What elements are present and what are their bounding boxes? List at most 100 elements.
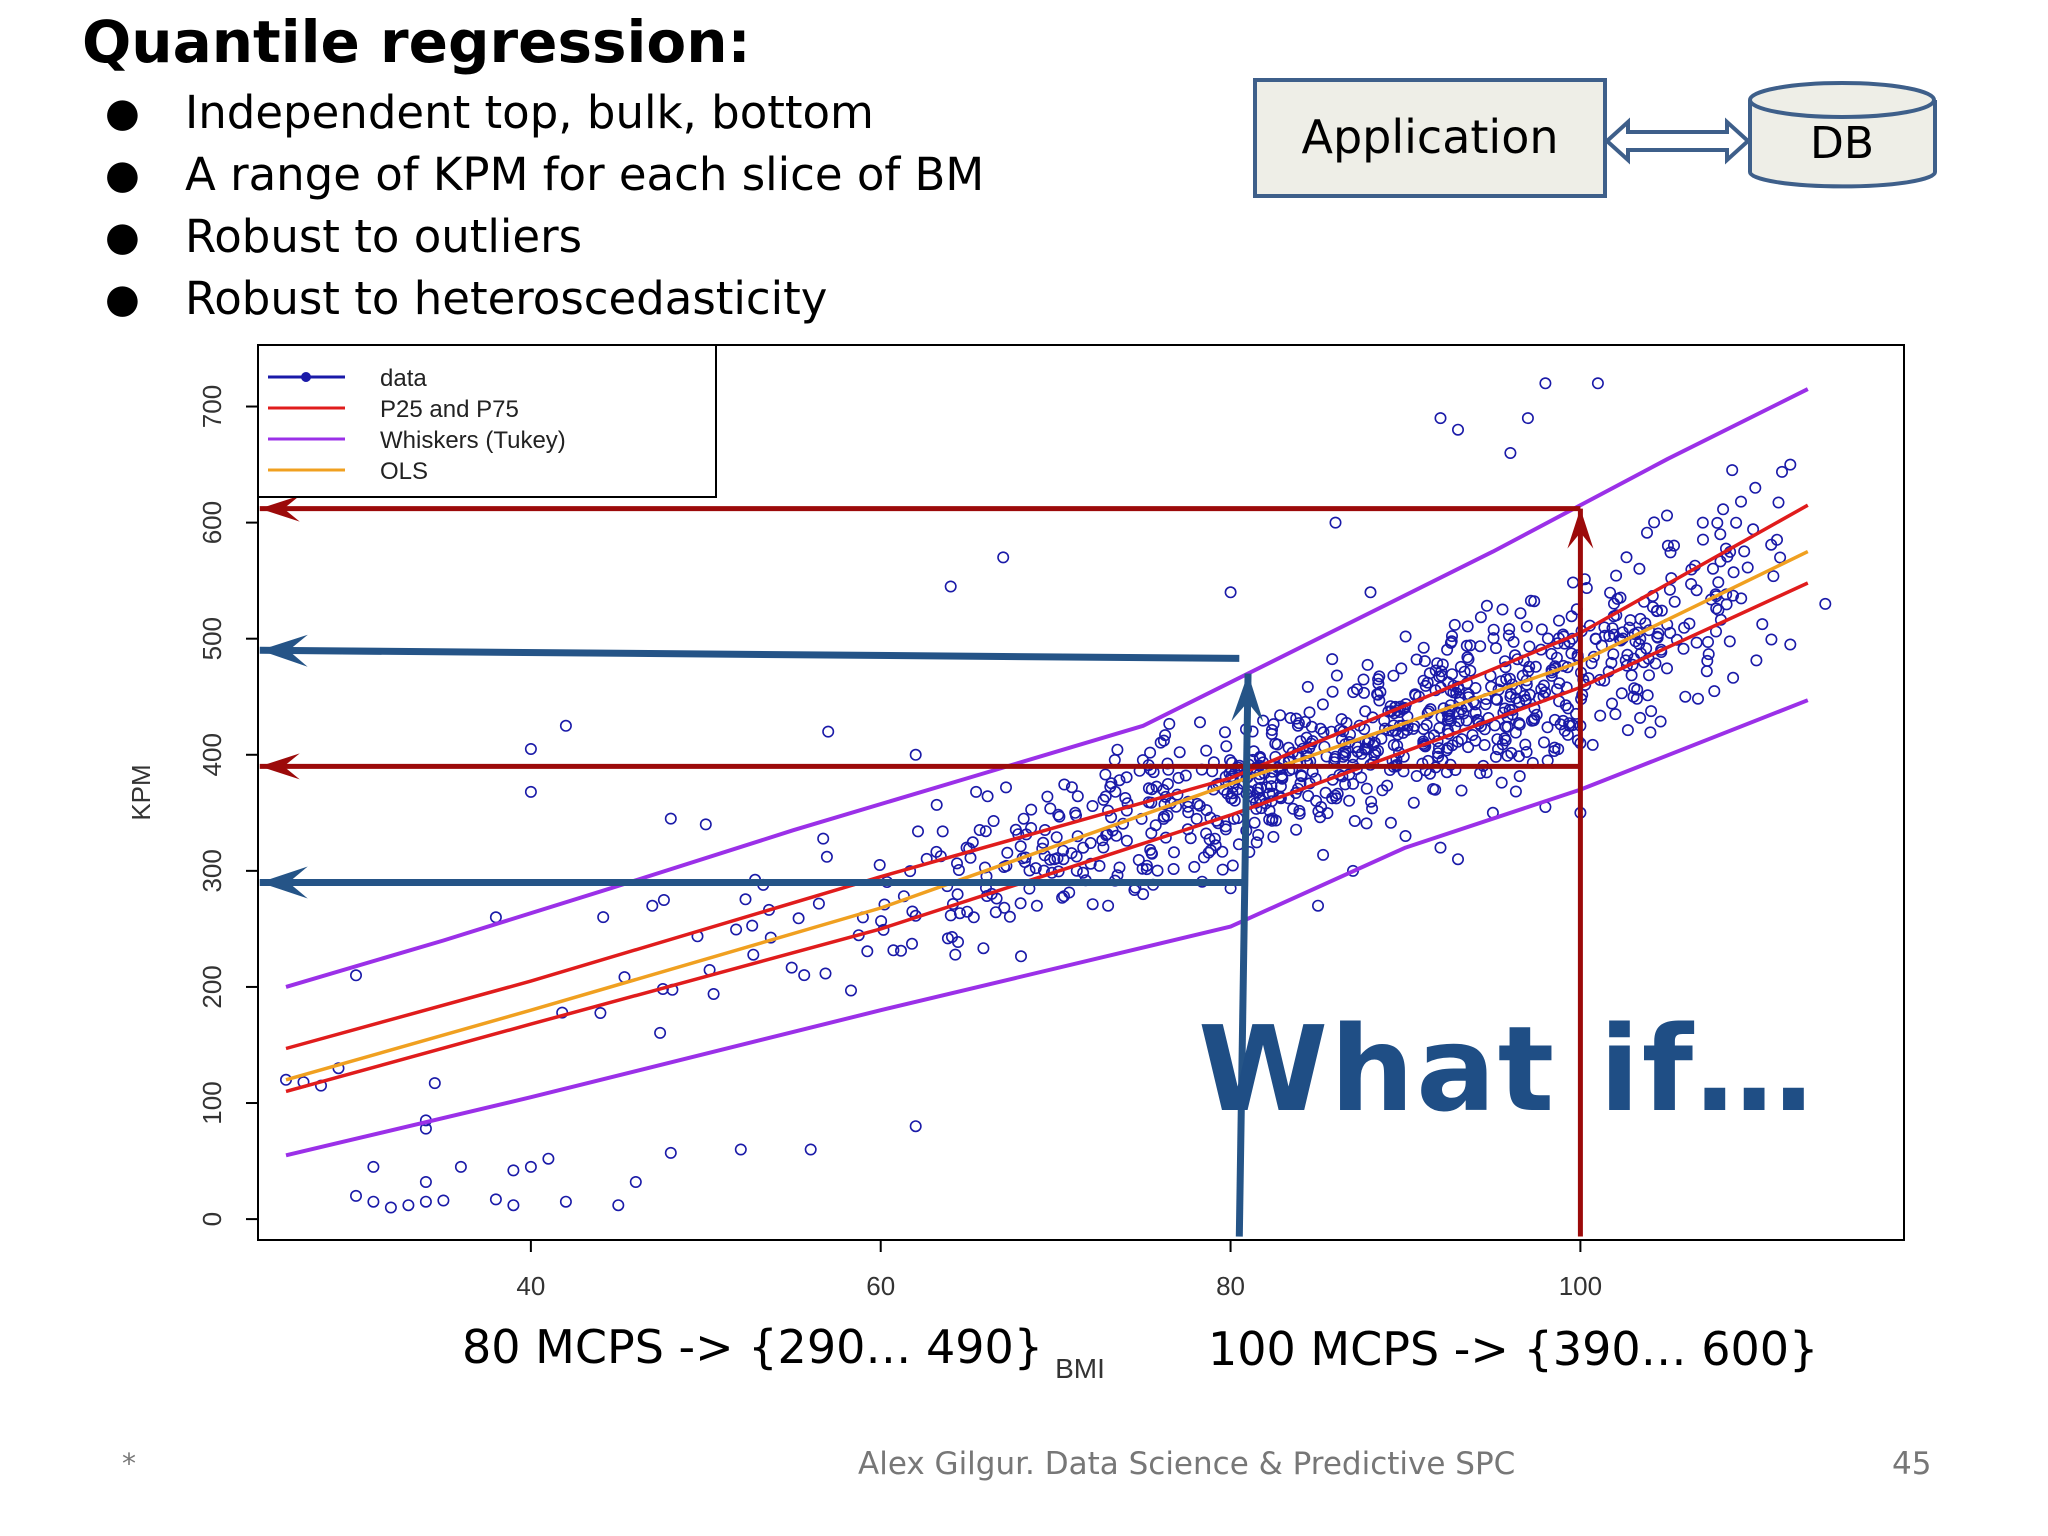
data-point [1649, 657, 1662, 670]
data-point [1615, 687, 1628, 700]
bullet-item: ● A range of KPM for each slice of BM [105, 144, 984, 206]
data-point [1371, 688, 1384, 701]
axes: 40 60 80 100 0 100 200 300 400 500 600 700 KPM BMI [126, 385, 1602, 1384]
data-point [1738, 545, 1751, 558]
data-point [1337, 746, 1350, 759]
data-point [936, 825, 949, 838]
data-point [1621, 724, 1634, 737]
data-point [966, 836, 979, 849]
data-point [1053, 810, 1066, 823]
data-point [1348, 814, 1361, 827]
data-point [1326, 685, 1339, 698]
data-point [1776, 465, 1789, 478]
data-point [1513, 770, 1526, 783]
data-point [1029, 862, 1042, 875]
data-point [1395, 662, 1408, 675]
data-point [1330, 669, 1343, 682]
data-point [384, 1201, 397, 1214]
data-point [1741, 561, 1754, 574]
data-point [1266, 812, 1279, 825]
data-point [1750, 654, 1763, 667]
bullet-item: ● Robust to outliers [105, 206, 984, 268]
data-point [1608, 597, 1621, 610]
data-point [979, 825, 992, 838]
data-point [1179, 769, 1192, 782]
db-cylinder-top [1748, 81, 1936, 119]
arrowhead-icon [259, 495, 300, 522]
data-point [861, 945, 874, 958]
data-point [812, 897, 825, 910]
data-point [1330, 792, 1343, 805]
data-point [1447, 679, 1460, 692]
data-point [1257, 714, 1270, 727]
data-point [1606, 622, 1619, 635]
data-point [1086, 898, 1099, 911]
data-point [1407, 796, 1420, 809]
data-point [894, 944, 907, 957]
x-tick-label: 40 [516, 1271, 545, 1301]
data-point [1624, 614, 1637, 627]
data-point [1645, 705, 1658, 718]
y-tick-label: 700 [197, 385, 227, 428]
data-point [949, 948, 962, 961]
data-point [1452, 715, 1465, 728]
data-point [1507, 635, 1520, 648]
data-point [1604, 586, 1617, 599]
data-point [1025, 803, 1038, 816]
data-point [1421, 676, 1434, 689]
data-point [664, 1146, 677, 1159]
bullet-list: ● Independent top, bulk, bottom ● A range … [105, 82, 984, 330]
data-point [1044, 802, 1057, 815]
page-number: 45 [1892, 1446, 1932, 1482]
data-point [1373, 694, 1386, 707]
regression-lines [285, 387, 1809, 1158]
data-point [1151, 864, 1164, 877]
legend-label: P25 and P75 [380, 396, 519, 423]
data-point [1399, 829, 1412, 842]
data-point [1735, 592, 1748, 605]
data-point [1291, 719, 1304, 732]
data-point [664, 812, 677, 825]
data-point [1696, 516, 1709, 529]
data-point [1491, 733, 1504, 746]
data-point [1648, 516, 1661, 529]
data-point [1607, 648, 1620, 661]
data-point [1749, 481, 1762, 494]
data-point [1513, 750, 1526, 763]
data-point [951, 935, 964, 948]
data-point [1037, 836, 1050, 849]
data-point [1537, 679, 1550, 692]
data-point [1351, 683, 1364, 696]
data-point [1417, 722, 1430, 735]
data-point [1627, 690, 1640, 703]
data-point [1523, 660, 1536, 673]
data-point [1120, 771, 1133, 784]
data-point [1339, 778, 1352, 791]
data-point [1194, 716, 1207, 729]
arrowhead-icon [1231, 673, 1264, 722]
data-point [1697, 533, 1710, 546]
data-point [646, 899, 659, 912]
data-point [1050, 831, 1063, 844]
data-point [1294, 735, 1307, 748]
data-point [1541, 632, 1554, 645]
data-point [1200, 827, 1213, 840]
data-point [1727, 566, 1740, 579]
data-point [1132, 853, 1145, 866]
data-point [1271, 738, 1284, 751]
data-point [1434, 841, 1447, 854]
data-point [1301, 680, 1314, 693]
data-point [1097, 841, 1110, 854]
data-point [1460, 714, 1473, 727]
data-point [905, 937, 918, 950]
data-point [1501, 749, 1514, 762]
data-point [1480, 599, 1493, 612]
annotation-80-mcps: 80 MCPS -> {290… 490} [462, 1320, 1044, 1374]
data-point [367, 1160, 380, 1173]
data-point [1434, 412, 1447, 425]
data-point [1144, 746, 1157, 759]
y-tick-label: 300 [197, 849, 227, 892]
data-point [1692, 692, 1705, 705]
data-point [1562, 702, 1575, 715]
data-point [1707, 562, 1720, 575]
